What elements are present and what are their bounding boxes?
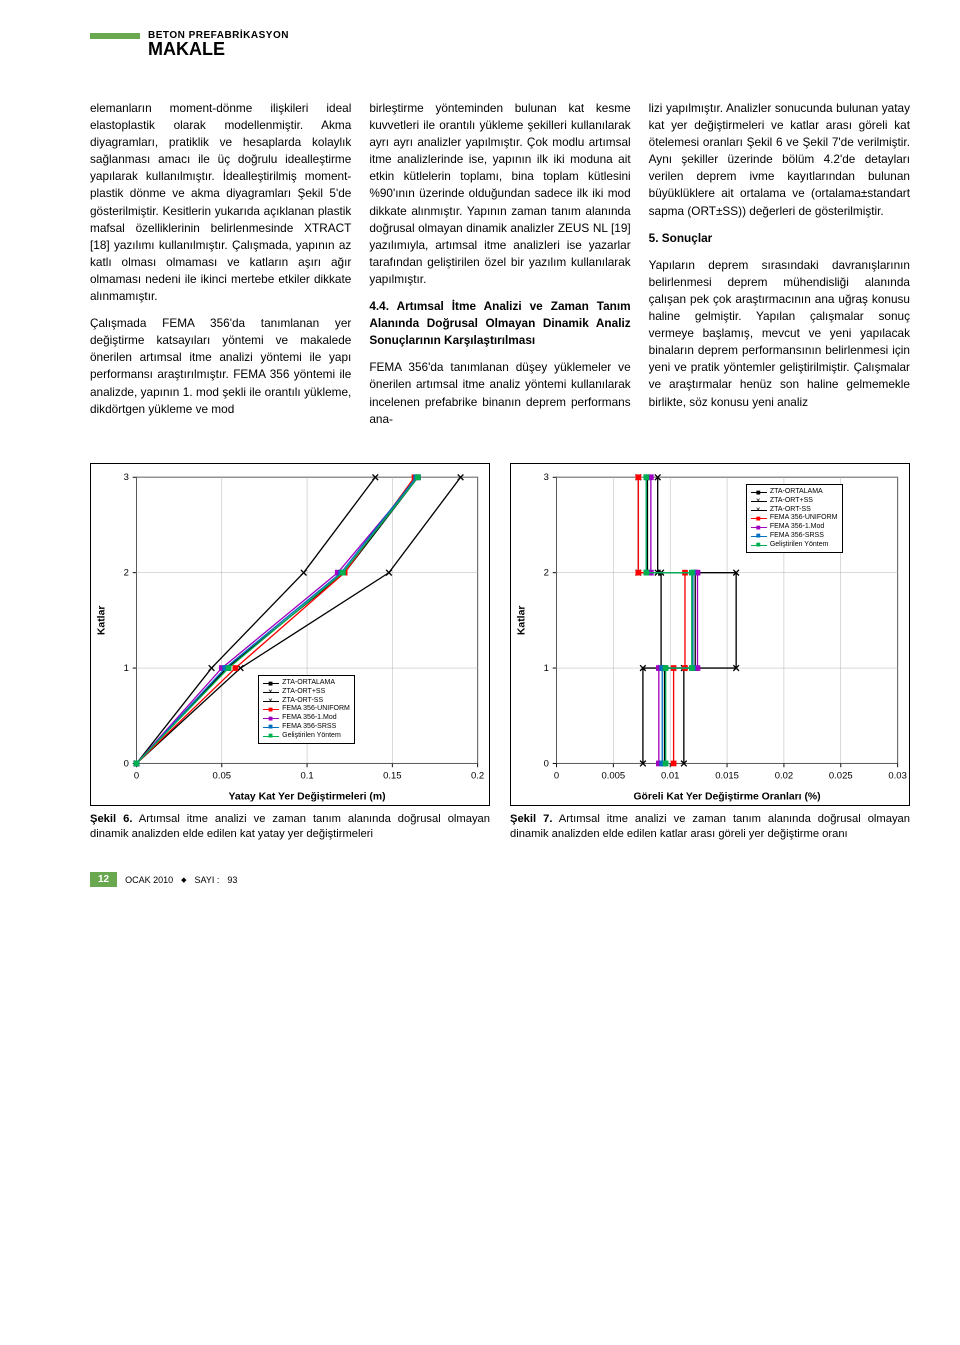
svg-text:0.025: 0.025 [829,770,853,781]
svg-text:3: 3 [124,472,129,483]
svg-text:Göreli Kat Yer Değiştirme Oran: Göreli Kat Yer Değiştirme Oranları (%) [633,791,820,802]
chart-7-plot: 0 1 2 3 0 0.005 0.01 0.015 0.02 0.025 0.03 Göreli K… [510,463,910,806]
accent-bar [90,33,140,39]
figure-7: 0 1 2 3 0 0.005 0.01 0.015 0.02 0.025 0.03 Göreli K… [510,463,910,842]
svg-text:0: 0 [124,758,129,769]
svg-text:2: 2 [544,567,549,578]
chart-6-legend: ■ZTA-ORTALAMA×ZTA-ORT+SS×ZTA-ORT-SS■FEMA… [258,675,355,744]
column-1: elemanların moment-dönme ilişkileri idea… [90,100,351,438]
svg-text:0.005: 0.005 [601,770,625,781]
paragraph: elemanların moment-dönme ilişkileri idea… [90,100,351,305]
svg-text:0.2: 0.2 [471,770,484,781]
svg-text:0: 0 [554,770,559,781]
paragraph: FEMA 356'da tanımlanan düşey yüklemeler … [369,359,630,427]
svg-text:Yatay Kat Yer Değiştirmeleri (: Yatay Kat Yer Değiştirmeleri (m) [228,791,385,802]
svg-text:0.01: 0.01 [661,770,679,781]
section-title: MAKALE [148,39,910,60]
paragraph: birleştirme yönteminden bulunan kat kesm… [369,100,630,288]
chart-7-legend: ■ZTA-ORTALAMA×ZTA-ORT+SS×ZTA-ORT-SS■FEMA… [746,484,843,553]
svg-text:2: 2 [124,567,129,578]
figures-row: 0 1 2 3 0 0.05 0.1 0.15 0.2 Yatay Kat Yer Değişti… [90,463,910,842]
paragraph: Çalışmada FEMA 356'da tanımlanan yer değ… [90,315,351,418]
diamond-icon: ◆ [181,876,186,884]
svg-text:Katlar: Katlar [516,605,527,635]
subheading: 4.4. Artımsal İtme Analizi ve Zaman Tanı… [369,298,630,349]
svg-text:0: 0 [134,770,139,781]
svg-text:0: 0 [544,758,549,769]
page-footer: 12 OCAK 2010 ◆ SAYI : 93 [90,872,910,887]
column-2: birleştirme yönteminden bulunan kat kesm… [369,100,630,438]
svg-text:0.15: 0.15 [383,770,401,781]
svg-text:0.1: 0.1 [300,770,313,781]
paragraph: Yapıların deprem sırasındaki davranışlar… [649,257,910,411]
svg-text:1: 1 [544,663,549,674]
svg-text:3: 3 [544,472,549,483]
figure-7-caption: Şekil 7. Artımsal itme analizi ve zaman … [510,812,910,842]
article-body: elemanların moment-dönme ilişkileri idea… [90,100,910,438]
footer-issue-label: SAYI : [195,875,220,885]
svg-text:0.03: 0.03 [888,770,906,781]
column-3: lizi yapılmıştır. Analizler sonucunda bu… [649,100,910,438]
svg-text:0.02: 0.02 [775,770,793,781]
svg-text:1: 1 [124,663,129,674]
footer-date: OCAK 2010 [125,875,173,885]
footer-issue: 93 [227,875,237,885]
svg-text:0.05: 0.05 [213,770,231,781]
page-number: 12 [90,872,117,887]
figure-6-caption: Şekil 6. Artımsal itme analizi ve zaman … [90,812,490,842]
paragraph: lizi yapılmıştır. Analizler sonucunda bu… [649,100,910,220]
figure-6: 0 1 2 3 0 0.05 0.1 0.15 0.2 Yatay Kat Yer Değişti… [90,463,490,842]
subheading: 5. Sonuçlar [649,230,910,247]
page-header: BETON PREFABRİKASYON MAKALE [90,30,910,60]
svg-text:0.015: 0.015 [715,770,739,781]
chart-6-plot: 0 1 2 3 0 0.05 0.1 0.15 0.2 Yatay Kat Yer Değişti… [90,463,490,806]
svg-text:Katlar: Katlar [96,605,107,635]
